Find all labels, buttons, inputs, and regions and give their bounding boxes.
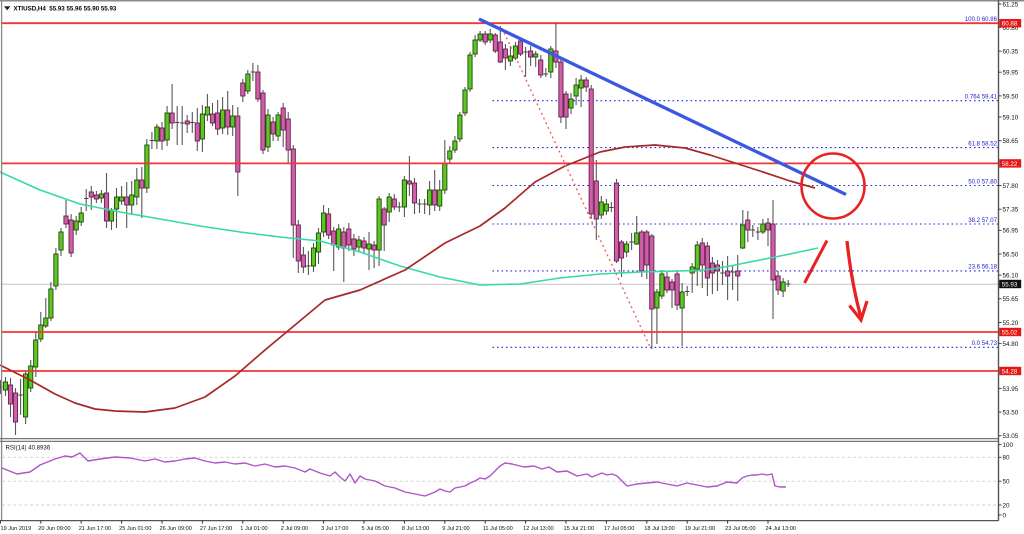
svg-text:8 Jul 13:00: 8 Jul 13:00 [402,526,429,532]
svg-text:55.93: 55.93 [1002,282,1018,289]
svg-text:56.50: 56.50 [1003,251,1019,258]
svg-text:59.95: 59.95 [1003,70,1019,77]
svg-text:12 Jul 13:00: 12 Jul 13:00 [523,526,553,532]
svg-text:100: 100 [1003,442,1014,449]
svg-text:23.6 56.18: 23.6 56.18 [968,264,997,271]
svg-text:19 Jun 2019: 19 Jun 2019 [1,526,32,532]
svg-text:55.65: 55.65 [1003,296,1019,303]
svg-text:15 Jul 21:00: 15 Jul 21:00 [564,526,594,532]
svg-text:25 Jun 01:00: 25 Jun 01:00 [119,526,151,532]
svg-text:38.2 57.07: 38.2 57.07 [968,217,997,224]
svg-text:2 Jul 09:00: 2 Jul 09:00 [281,526,308,532]
svg-text:26 Jun 09:00: 26 Jun 09:00 [160,526,192,532]
svg-text:61.8 58.52: 61.8 58.52 [968,140,997,147]
svg-text:56.95: 56.95 [1003,228,1019,235]
svg-text:5 Jul 05:00: 5 Jul 05:00 [362,526,389,532]
svg-text:21 Jun 17:00: 21 Jun 17:00 [79,526,111,532]
svg-text:20: 20 [1003,502,1011,509]
svg-text:55.20: 55.20 [1003,320,1019,327]
svg-text:20 Jun 09:00: 20 Jun 09:00 [38,526,70,532]
svg-text:61.25: 61.25 [1003,1,1019,8]
svg-text:57.80: 57.80 [1003,183,1019,190]
svg-text:53.50: 53.50 [1003,410,1019,417]
svg-text:58.22: 58.22 [1002,161,1018,168]
svg-text:59.50: 59.50 [1003,93,1019,100]
svg-text:23 Jul 05:00: 23 Jul 05:00 [725,526,755,532]
svg-text:50: 50 [1003,479,1011,486]
svg-text:18 Jul 13:00: 18 Jul 13:00 [644,526,674,532]
svg-text:9 Jul 21:00: 9 Jul 21:00 [442,526,469,532]
svg-text:50.0 57.80: 50.0 57.80 [968,178,997,185]
svg-text:24 Jul 13:00: 24 Jul 13:00 [766,526,796,532]
svg-text:53.05: 53.05 [1003,433,1019,440]
svg-text:56.10: 56.10 [1003,273,1019,280]
svg-text:1 Jul 01:00: 1 Jul 01:00 [240,526,267,532]
svg-text:XTIUSD,H4 55.93 55.96 55.90 5: XTIUSD,H4 55.93 55.96 55.90 55.93 [14,6,117,13]
svg-text:60.35: 60.35 [1003,49,1019,56]
svg-text:80: 80 [1003,455,1011,462]
svg-text:19 Jul 21:00: 19 Jul 21:00 [685,526,715,532]
svg-text:17 Jul 05:00: 17 Jul 05:00 [604,526,634,532]
svg-text:0: 0 [1003,512,1007,519]
svg-text:0.0 54.73: 0.0 54.73 [972,340,998,347]
svg-text:3 Jul 17:00: 3 Jul 17:00 [321,526,348,532]
svg-text:27 Jun 17:00: 27 Jun 17:00 [200,526,232,532]
svg-text:59.10: 59.10 [1003,114,1019,121]
svg-text:100.0 60.86: 100.0 60.86 [965,16,998,23]
svg-text:54.80: 54.80 [1003,341,1019,348]
svg-text:57.35: 57.35 [1003,207,1019,214]
svg-text:0.764 59.41: 0.764 59.41 [965,94,998,101]
svg-text:58.65: 58.65 [1003,138,1019,145]
svg-text:11 Jul 05:00: 11 Jul 05:00 [483,526,513,532]
svg-text:60.80: 60.80 [1003,25,1019,32]
svg-text:60.88: 60.88 [1002,21,1018,28]
svg-text:RSI(14) 40.8936: RSI(14) 40.8936 [6,445,51,452]
svg-text:55.02: 55.02 [1002,330,1018,337]
svg-text:54.28: 54.28 [1002,369,1018,376]
svg-text:53.95: 53.95 [1003,386,1019,393]
